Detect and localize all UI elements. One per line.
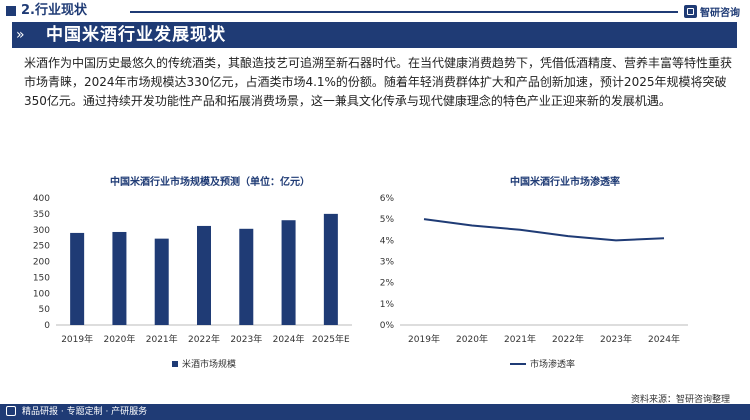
line-chart: 0% 1% 2% 3% 4% 5% 6% 2019年 2020年 2021年 2022年 2023年 2… bbox=[380, 194, 688, 345]
x-tick-label: 2025年E bbox=[312, 333, 350, 345]
series-line bbox=[423, 218, 665, 242]
bar bbox=[112, 231, 127, 325]
y-tick-label: 200 bbox=[33, 258, 50, 268]
intro-paragraph: 米酒作为中国历史最悠久的传统酒类，其酿造技艺可追溯至新石器时代。在当代健康消费趋… bbox=[24, 56, 733, 108]
bar bbox=[154, 238, 169, 325]
header-divider bbox=[130, 11, 678, 13]
y-tick-label: 400 bbox=[33, 194, 50, 204]
x-tick-label: 2023年 bbox=[230, 333, 262, 345]
legend-line-swatch bbox=[510, 362, 526, 365]
brand-logo-icon bbox=[684, 4, 697, 18]
brand: 智研咨询 bbox=[684, 3, 740, 19]
x-tick-label: 2022年 bbox=[552, 333, 584, 345]
x-tick-label: 2020年 bbox=[456, 333, 488, 345]
y-tick-label: 50 bbox=[39, 305, 51, 315]
y-tick-label: 4% bbox=[380, 236, 395, 246]
y-tick-label: 150 bbox=[33, 273, 50, 283]
y-tick-label: 350 bbox=[33, 210, 50, 220]
line-chart-legend: 市场渗透率 bbox=[510, 357, 575, 370]
source-note: 资料来源：智研咨询整理 bbox=[630, 395, 730, 405]
x-tick-label: 2021年 bbox=[146, 333, 178, 345]
x-tick-label: 2020年 bbox=[103, 333, 135, 345]
legend-bar-swatch bbox=[172, 360, 178, 367]
top-bar: 2.行业现状 智研咨询 bbox=[0, 0, 750, 24]
footer-bar: 精品研报 · 专题定制 · 产研服务 bbox=[0, 404, 750, 420]
line-chart-title: 中国米酒行业市场渗透率 bbox=[510, 177, 620, 188]
bar bbox=[323, 213, 338, 325]
bar-chart-title: 中国米酒行业市场规模及预测（单位：亿元） bbox=[110, 177, 310, 188]
footer-logo-icon bbox=[6, 406, 16, 416]
x-tick-label: 2022年 bbox=[188, 333, 220, 345]
x-tick-label: 2019年 bbox=[408, 333, 440, 345]
y-tick-label: 0 bbox=[44, 321, 50, 331]
section-marker-icon bbox=[6, 6, 16, 16]
y-tick-label: 3% bbox=[380, 258, 395, 268]
y-tick-label: 5% bbox=[380, 215, 395, 225]
page-title: 中国米酒行业发展现状 bbox=[46, 25, 226, 45]
bar bbox=[281, 220, 296, 325]
bar-chart: 0 50 100 150 200 250 300 350 400 2019年 2020年 2021年 2… bbox=[33, 194, 352, 345]
section-title: 2.行业现状 bbox=[21, 3, 87, 18]
double-chevron-icon: » bbox=[16, 27, 25, 43]
line-legend-label: 市场渗透率 bbox=[530, 360, 576, 370]
x-tick-label: 2024年 bbox=[648, 333, 680, 345]
y-tick-label: 1% bbox=[380, 300, 395, 310]
bar-legend-label: 米酒市场规模 bbox=[182, 360, 237, 370]
y-tick-label: 2% bbox=[380, 279, 395, 289]
brand-name: 智研咨询 bbox=[700, 7, 740, 19]
x-tick-label: 2019年 bbox=[61, 333, 93, 345]
footer-text: 精品研报 · 专题定制 · 产研服务 bbox=[22, 407, 148, 417]
y-tick-label: 6% bbox=[380, 194, 395, 204]
title-banner: » 中国米酒行业发展现状 bbox=[12, 22, 737, 48]
y-tick-label: 250 bbox=[33, 242, 50, 252]
bar bbox=[70, 232, 85, 325]
bar bbox=[239, 228, 254, 325]
x-tick-label: 2023年 bbox=[600, 333, 632, 345]
x-tick-label: 2024年 bbox=[273, 333, 305, 345]
bar-chart-legend: 米酒市场规模 bbox=[172, 357, 236, 370]
bar bbox=[197, 225, 211, 325]
y-tick-label: 100 bbox=[33, 289, 50, 299]
y-tick-label: 300 bbox=[33, 226, 50, 236]
x-tick-label: 2021年 bbox=[504, 333, 536, 345]
y-tick-label: 0% bbox=[380, 321, 395, 331]
